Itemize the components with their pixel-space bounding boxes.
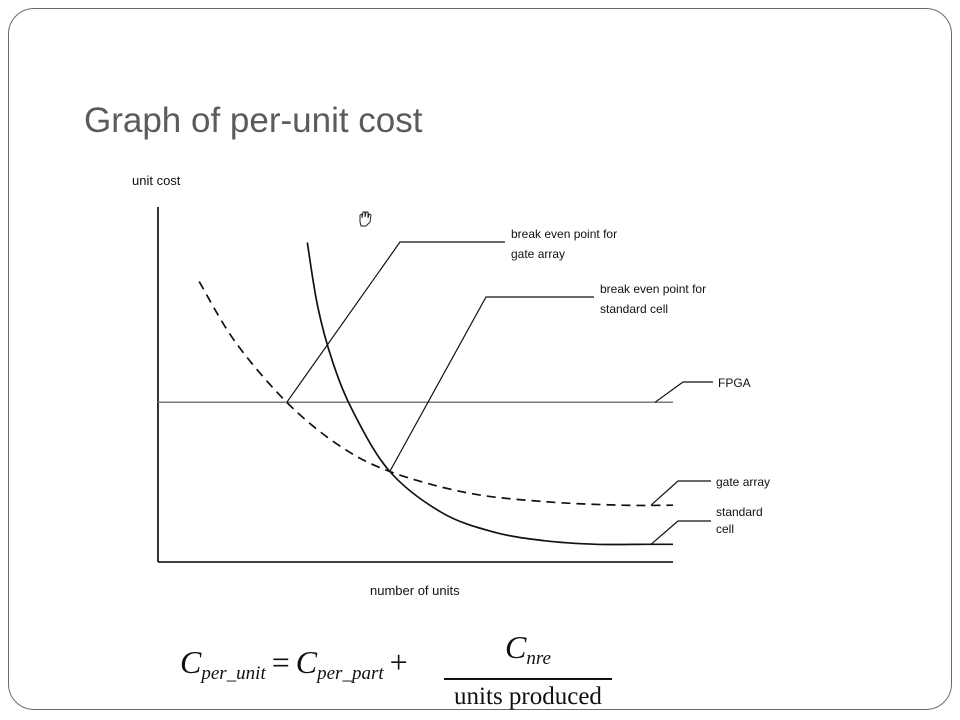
annotation-gate-array: break even point for gate array xyxy=(511,227,617,261)
cost-chart: unit cost number of units break even poi… xyxy=(118,160,798,610)
formula-plus: + xyxy=(384,644,414,680)
leader-line-standard-cell-breakeven xyxy=(390,297,594,472)
leader-line-standard-cell-label xyxy=(651,521,711,544)
annotation-standard-cell: break even point for standard cell xyxy=(600,282,706,316)
series-label-standard-cell: standard cell xyxy=(716,505,766,536)
series-label-standard-cell-line-2: cell xyxy=(716,522,734,536)
series-label-standard-cell-line-1: standard xyxy=(716,505,763,519)
formula-fraction-bar xyxy=(444,678,612,680)
hand-cursor-icon xyxy=(360,212,371,226)
leader-line-fpga-label xyxy=(655,382,713,402)
series-layer xyxy=(158,243,673,545)
cost-formula: Cper_unit = Cper_part + Cnre units produced xyxy=(172,628,622,700)
series-label-fpga: FPGA xyxy=(718,376,751,390)
annotation-standard-cell-line-2: standard cell xyxy=(600,302,668,316)
annotation-gate-array-line-2: gate array xyxy=(511,247,565,261)
leader-line-gate-array-label xyxy=(651,481,711,505)
formula-term-symbol: C xyxy=(296,644,317,680)
annotation-standard-cell-line-1: break even point for xyxy=(600,282,706,296)
formula-lhs: Cper_unit = Cper_part + xyxy=(180,644,414,685)
formula-term-subscript: per_part xyxy=(317,663,384,684)
y-axis-label: unit cost xyxy=(132,173,181,188)
formula-numerator: Cnre xyxy=(444,630,612,676)
cost-chart-svg: unit cost number of units break even poi… xyxy=(118,160,798,610)
formula-fraction: Cnre units produced xyxy=(444,630,612,711)
formula-denominator: units produced xyxy=(444,683,612,711)
formula-lhs-symbol: C xyxy=(180,644,201,680)
x-axis-label: number of units xyxy=(370,583,460,598)
series-label-gate-array: gate array xyxy=(716,475,770,489)
formula-lhs-subscript: per_unit xyxy=(201,663,265,684)
slide-title: Graph of per-unit cost xyxy=(84,101,423,141)
formula-numerator-symbol: C xyxy=(505,629,526,665)
annotation-gate-array-line-1: break even point for xyxy=(511,227,617,241)
formula-equals: = xyxy=(266,644,296,680)
formula-numerator-subscript: nre xyxy=(526,648,551,669)
